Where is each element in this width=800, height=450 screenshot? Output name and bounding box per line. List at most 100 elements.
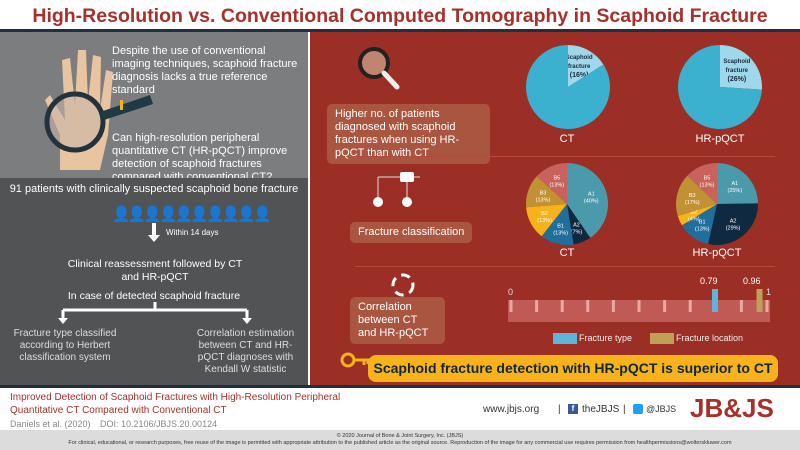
slice-label: A2 xyxy=(573,223,580,229)
twitter-icon xyxy=(633,404,643,414)
arrow-down-icon xyxy=(148,223,160,242)
reassess-text: Clinical reassessment followed by CT and… xyxy=(67,258,243,283)
pie-label: CT xyxy=(559,133,575,145)
pie-slice xyxy=(568,45,604,87)
slice-value-label: (7%) xyxy=(571,230,583,236)
pie-slice xyxy=(720,45,762,90)
slice-value-label: (40%) xyxy=(584,198,599,204)
legend-swatch-fracture-location xyxy=(650,333,674,344)
pie-slice xyxy=(687,163,717,204)
pie-slice xyxy=(526,176,567,208)
slice-label: B5 xyxy=(704,176,711,182)
slice-value-label: (13%) xyxy=(700,183,715,189)
branch-arrows-icon xyxy=(58,302,252,324)
scale-tick xyxy=(765,300,769,312)
slice-label: B2 xyxy=(541,211,548,217)
intro-text: Despite the use of conventional imaging … xyxy=(112,45,298,96)
facebook-link[interactable]: theJBJS xyxy=(582,404,620,415)
jbjs-logo: JB&JS xyxy=(690,393,774,423)
slice-label: fracture xyxy=(726,68,749,74)
scale-tick xyxy=(739,300,743,312)
slice-label: (16%) xyxy=(570,72,589,79)
hierarchy-icon xyxy=(373,172,420,207)
legend-swatch-fracture-type xyxy=(553,333,577,344)
axis-max-label: 1 xyxy=(766,287,772,297)
finding-classification-box: Fracture classification xyxy=(350,222,473,243)
slice-value-label: (17%) xyxy=(685,200,700,206)
finding-correlation-box: Correlation between CT and HR-pQCT xyxy=(350,297,445,344)
pie-label: HR-pQCT xyxy=(692,247,742,259)
slice-label: A1 xyxy=(588,191,595,197)
pie-slice xyxy=(567,163,608,238)
scale-tick xyxy=(663,300,667,312)
copyright: © 2020 Journal of Bone & Joint Surgery, … xyxy=(336,433,464,439)
slice-label: Scaphoid xyxy=(566,55,593,61)
pie-label: HR-pQCT xyxy=(695,133,745,145)
slice-label: (26%) xyxy=(727,76,746,83)
divider xyxy=(355,266,775,267)
pie-slice xyxy=(708,203,759,245)
magnifier-icon xyxy=(358,47,400,90)
footer: Improved Detection of Scaphoid Fractures… xyxy=(0,385,800,430)
pie-slice xyxy=(526,45,610,129)
license-text: For clinical, educational, or research p… xyxy=(68,440,732,446)
twitter-link[interactable]: @JBJS xyxy=(646,404,677,414)
axis-min-label: 0 xyxy=(508,287,514,297)
slice-value-label: (13%) xyxy=(695,227,710,233)
facebook-icon: f xyxy=(568,404,578,414)
scale-tick xyxy=(637,300,641,312)
slice-label: A2 xyxy=(730,219,737,225)
patients-icon: 👤👤👤👤👤👤👤👤👤👤 xyxy=(112,206,272,223)
scale-tick xyxy=(509,300,513,312)
interval-text: Within 14 days xyxy=(166,228,219,237)
slice-value-label: (25%) xyxy=(727,188,742,194)
slice-label: fracture xyxy=(568,64,591,70)
article-title: Improved Detection of Scaphoid Fractures… xyxy=(10,392,341,416)
slice-value-label: (13%) xyxy=(537,218,552,224)
slice-label: B3 xyxy=(540,191,547,197)
scale-tick xyxy=(688,300,692,312)
pie-slice xyxy=(536,163,567,204)
slice-value-label: (13%) xyxy=(549,183,564,189)
charts-layer: Scaphoid fracture (16%) Scaphoid fracture (26… xyxy=(508,45,770,322)
legend-label: Fracture location xyxy=(676,333,744,343)
authors: Daniels et al. (2020) xyxy=(10,419,91,429)
slice-value-label: (4%) xyxy=(688,216,700,222)
value-label-fracture-location: 0.96 xyxy=(743,276,761,286)
branch-left-text: Fracture type classified according to He… xyxy=(13,328,117,363)
correlation-marker xyxy=(711,289,718,312)
pie-slice xyxy=(678,45,762,129)
methods-panel: 91 patients with clinically suspected sc… xyxy=(0,178,308,385)
slice-label: B2 xyxy=(690,209,697,215)
pie-slice xyxy=(717,163,758,204)
scale-tick xyxy=(560,300,564,312)
website-link[interactable]: www.jbjs.org xyxy=(483,404,540,415)
slice-value-label: (13%) xyxy=(536,198,551,204)
pie-slice xyxy=(676,175,717,216)
hand-magnifier-icon xyxy=(44,50,153,170)
slice-label: A1 xyxy=(731,181,738,187)
slice-label: B1 xyxy=(557,224,564,230)
branch-right-text: Correlation estimation between CT and HR… xyxy=(196,328,295,375)
divider xyxy=(355,156,775,157)
question-text: Can high-resolution peripheral quantitat… xyxy=(112,132,288,183)
background-panel: Despite the use of conventional imaging … xyxy=(0,32,308,183)
scale-tick xyxy=(535,300,539,312)
slice-label: B1 xyxy=(699,220,706,226)
correlation-marker xyxy=(756,289,763,312)
pie-slice xyxy=(677,204,717,226)
scale-tick xyxy=(611,300,615,312)
finding-detection-box: Higher no. of patients diagnosed with sc… xyxy=(327,104,490,164)
detected-text: In case of detected scaphoid fracture xyxy=(67,290,241,302)
slice-label: B5 xyxy=(553,176,560,182)
pie-slice xyxy=(541,204,574,245)
slice-label: Scaphoid xyxy=(723,59,750,65)
slice-label: B3 xyxy=(689,193,696,199)
slice-value-label: (29%) xyxy=(726,226,741,232)
doi-link[interactable]: DOI: 10.2106/JBJS.20.00124 xyxy=(100,419,218,429)
pie-slice xyxy=(526,204,567,237)
slice-value-label: (13%) xyxy=(553,231,568,237)
pie-slice xyxy=(681,204,717,245)
cycle-arrows-icon xyxy=(391,273,415,297)
scale-tick xyxy=(586,300,590,312)
